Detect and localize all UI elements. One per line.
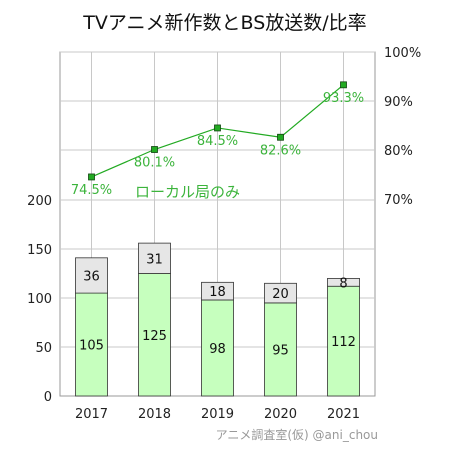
bar-top — [201, 281, 234, 301]
line-series-label: ローカル局のみ — [135, 183, 240, 201]
line-point — [340, 81, 347, 89]
x-tick-label: 2020 — [264, 407, 297, 422]
y-right-tick-label: 80% — [384, 144, 413, 159]
bar-top — [138, 242, 171, 274]
bar-top-value-label: 18 — [209, 285, 226, 300]
bar-bottom-value-label: 105 — [79, 339, 104, 354]
line-point — [214, 124, 221, 132]
bar-bottom — [201, 299, 234, 397]
bar-top — [264, 282, 297, 304]
bar-bottom — [264, 302, 297, 397]
chart-credit: アニメ調査室(仮) @ani_chou — [215, 428, 378, 442]
y-left-tick-label: 150 — [27, 243, 52, 258]
bar-top — [75, 257, 108, 294]
line-point-label: 93.3% — [323, 91, 364, 106]
bar-bottom-value-label: 95 — [272, 343, 289, 358]
line-point-label: 74.5% — [71, 183, 112, 198]
line-point — [277, 133, 284, 141]
y-left-tick-label: 200 — [27, 194, 52, 209]
bar-top-value-label: 31 — [146, 252, 163, 267]
x-tick-label: 2019 — [201, 407, 234, 422]
y-right-tick-label: 100% — [384, 46, 421, 61]
x-tick-label: 2018 — [138, 407, 171, 422]
bar-bottom-value-label: 112 — [331, 335, 356, 350]
line-point-label: 80.1% — [134, 156, 175, 171]
bar-top — [327, 277, 360, 287]
bar-bottom-value-label: 125 — [142, 329, 167, 344]
bar-top-value-label: 20 — [272, 287, 289, 302]
bar-bottom-value-label: 98 — [209, 342, 226, 357]
chart-title: TVアニメ新作数とBS放送数/比率 — [83, 12, 367, 34]
y-right-tick-label: 90% — [384, 95, 413, 110]
line-point — [151, 146, 158, 153]
bar-top-value-label: 8 — [339, 276, 347, 291]
x-tick-label: 2017 — [75, 407, 108, 422]
bar-bottom — [327, 285, 360, 397]
line-point-label: 84.5% — [197, 134, 238, 149]
y-left-tick-label: 0 — [44, 390, 52, 405]
x-tick-label: 2021 — [327, 407, 360, 422]
y-left-tick-label: 50 — [35, 341, 52, 356]
y-right-tick-label: 70% — [384, 193, 413, 208]
line-point-label: 82.6% — [260, 143, 301, 158]
line-point — [88, 173, 95, 181]
bar-top-value-label: 36 — [83, 269, 100, 284]
y-left-tick-label: 100 — [27, 292, 52, 307]
